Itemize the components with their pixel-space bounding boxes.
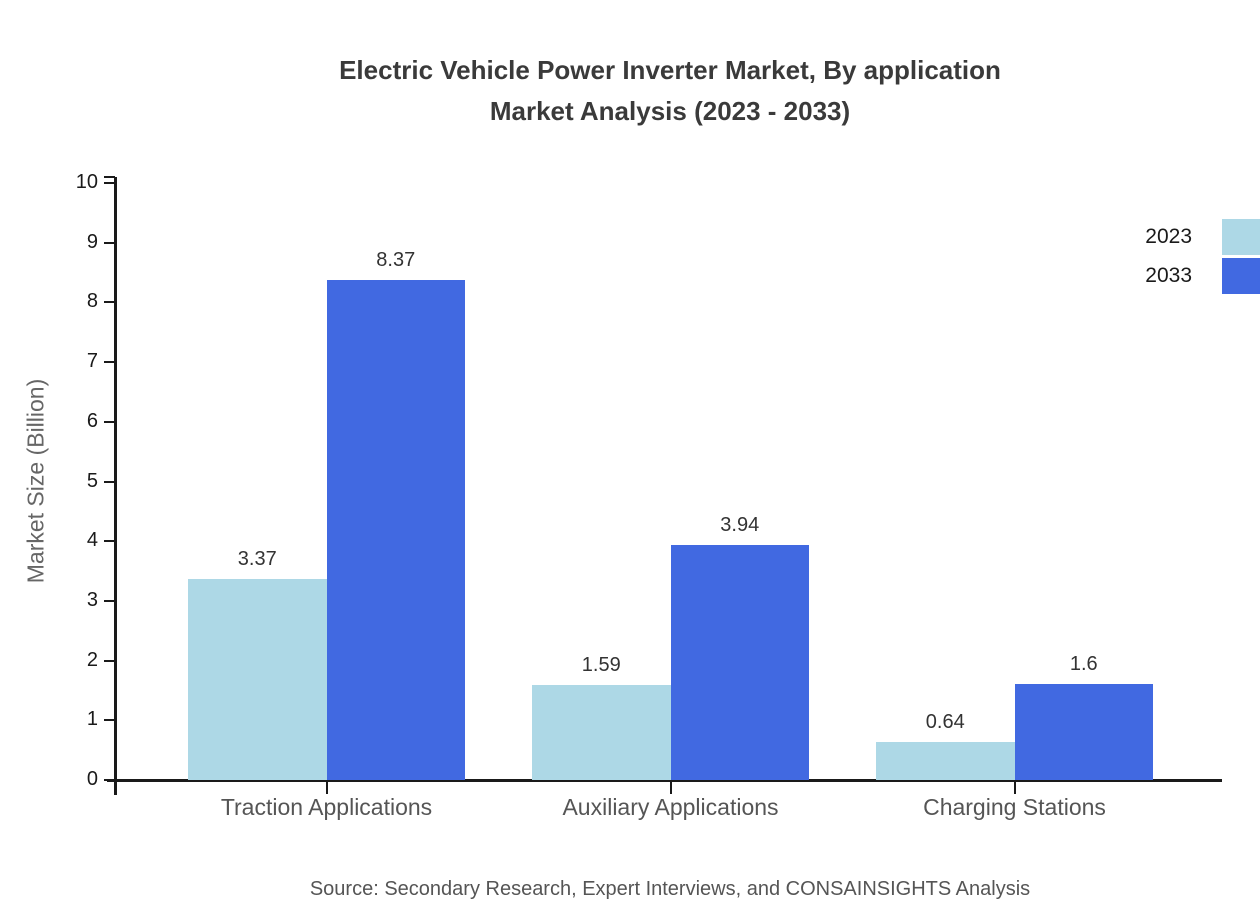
legend: 2023 2033: [1145, 219, 1260, 297]
y-tick-label: 0: [86, 768, 98, 790]
y-tick-label: 5: [86, 469, 98, 492]
bar-2023: [188, 578, 327, 780]
bar-value-label: 0.64: [925, 710, 965, 733]
category-label: Auxiliary Applications: [562, 794, 779, 820]
chart-title: Electric Vehicle Power Inverter Market, …: [80, 50, 1260, 132]
y-tick: [104, 719, 115, 722]
legend-item-2033: 2033: [1145, 258, 1260, 294]
y-tick-label: 1: [86, 708, 98, 731]
y-axis-top-cap: [104, 176, 115, 178]
y-tick: [104, 241, 115, 244]
y-tick: [104, 420, 115, 423]
bar-2033: [326, 280, 465, 780]
bar-2033: [1014, 684, 1153, 780]
source-text: Source: Secondary Research, Expert Inter…: [309, 878, 1031, 900]
x-tick: [669, 782, 672, 794]
bar-2033: [670, 544, 809, 780]
category-label: Charging Stations: [923, 794, 1106, 820]
bar-2023: [532, 685, 671, 780]
y-tick: [104, 480, 115, 483]
y-tick-label: 6: [86, 409, 98, 432]
y-tick: [104, 659, 115, 662]
y-tick-label: 2: [86, 648, 98, 671]
bar-value-label: 8.37: [376, 249, 416, 272]
x-axis-line: [107, 779, 1222, 782]
legend-label: 2023: [1145, 225, 1192, 248]
y-tick-label: 8: [86, 290, 98, 313]
y-tick: [104, 540, 115, 543]
bar-value-label: 3.94: [720, 513, 760, 536]
chart-title-line1: Electric Vehicle Power Inverter Market, …: [339, 55, 1001, 85]
x-tick: [325, 782, 328, 794]
bar-value-label: 1.59: [581, 654, 621, 677]
y-tick: [104, 779, 115, 781]
y-tick: [104, 599, 115, 602]
y-tick: [104, 182, 115, 184]
y-axis-line: [114, 177, 117, 795]
y-tick-label: 9: [86, 230, 98, 253]
y-tick-label: 10: [75, 171, 98, 193]
bar-2023: [876, 741, 1015, 780]
y-tick-label: 7: [86, 350, 98, 373]
y-tick-label: 4: [86, 529, 98, 552]
y-axis-label: Market Size (Billion): [22, 378, 49, 584]
y-tick: [104, 301, 115, 304]
bar-value-label: 1.6: [1069, 653, 1098, 676]
y-tick-label: 3: [86, 588, 98, 611]
category-label: Traction Applications: [220, 794, 433, 820]
x-tick: [1013, 782, 1016, 794]
legend-label: 2033: [1145, 264, 1192, 287]
bar-value-label: 3.37: [237, 547, 277, 570]
chart-title-line2: Market Analysis (2023 - 2033): [489, 96, 851, 126]
legend-swatch-2033: [1222, 258, 1260, 294]
legend-item-2023: 2023: [1145, 219, 1260, 255]
y-tick: [104, 361, 115, 364]
legend-swatch-2023: [1222, 219, 1260, 255]
